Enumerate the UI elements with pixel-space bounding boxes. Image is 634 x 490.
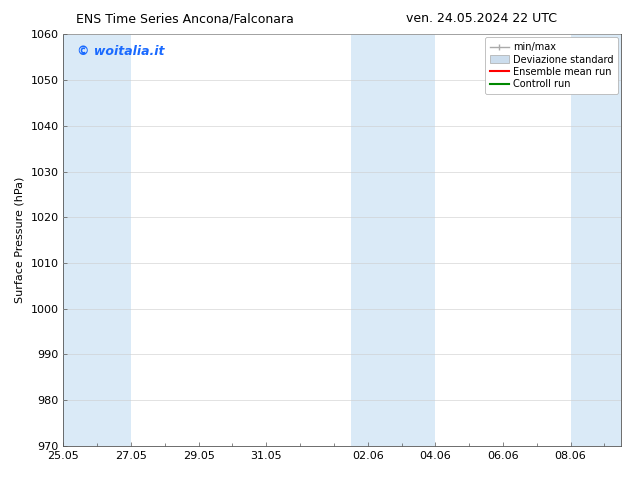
Text: ven. 24.05.2024 22 UTC: ven. 24.05.2024 22 UTC [406, 12, 557, 25]
Bar [351, 34, 436, 446]
Text: ENS Time Series Ancona/Falconara: ENS Time Series Ancona/Falconara [76, 12, 294, 25]
Y-axis label: Surface Pressure (hPa): Surface Pressure (hPa) [15, 177, 25, 303]
Text: © woitalia.it: © woitalia.it [77, 45, 165, 58]
Bar [63, 34, 131, 446]
Bar [571, 34, 621, 446]
Legend: min/max, Deviazione standard, Ensemble mean run, Controll run: min/max, Deviazione standard, Ensemble m… [485, 37, 618, 94]
